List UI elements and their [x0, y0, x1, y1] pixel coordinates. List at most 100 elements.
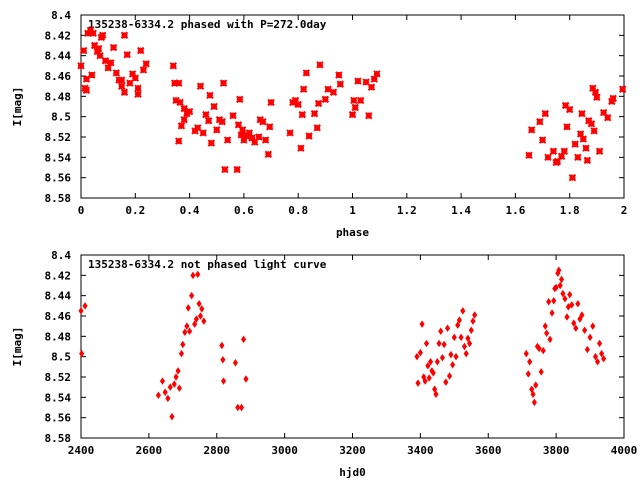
data-point [316, 61, 324, 69]
y-tick-label: 8.54 [45, 391, 72, 404]
x-tick-label: 0.2 [125, 204, 145, 217]
y-tick-label: 8.5 [51, 111, 71, 124]
x-tick-label: 3800 [543, 444, 570, 457]
data-point [542, 322, 548, 330]
data-point [587, 120, 596, 128]
phased-light-curve-panel: 0 0.2 0.4 0.6 0.8 1 1.2 1.4 1.6 1.8 2 8.4 8.42 8.44 8.… [11, 9, 627, 239]
data-point [544, 153, 552, 162]
data-point [579, 135, 587, 143]
data-point [458, 333, 464, 342]
data-point [560, 147, 568, 155]
data-point [465, 334, 471, 343]
data-point [569, 301, 575, 309]
data-point [294, 100, 302, 109]
data-point [446, 372, 453, 380]
y-axis-label: I[mag] [11, 327, 24, 367]
data-point [468, 326, 474, 334]
data-point [233, 165, 241, 174]
data-point [427, 358, 434, 366]
data-point [609, 94, 617, 103]
data-point [367, 83, 376, 91]
data-point [590, 322, 596, 330]
data-point [584, 345, 590, 354]
data-point [436, 339, 442, 348]
data-point [453, 352, 459, 361]
data-point [530, 390, 536, 399]
x-tick-label: 1.8 [560, 204, 580, 217]
x-tick-label: 0.8 [288, 204, 308, 217]
data-point [259, 118, 267, 126]
data-point [167, 383, 173, 391]
data-point [169, 412, 175, 421]
x-tick-label: 1 [349, 204, 356, 217]
y-tick-label: 8.56 [45, 172, 72, 185]
y-tick-label: 8.58 [45, 192, 72, 205]
data-point [448, 350, 454, 359]
data-point [604, 113, 612, 122]
data-point [582, 144, 590, 152]
data-point [93, 47, 101, 56]
x-tick-label: 3000 [271, 444, 298, 457]
data-point [571, 319, 577, 327]
data-point [553, 283, 559, 292]
data-point [577, 315, 583, 323]
data-point [190, 271, 196, 280]
data-point [229, 111, 237, 120]
y-tick-label: 8.42 [45, 29, 72, 42]
data-point [529, 385, 535, 393]
data-point [82, 86, 91, 94]
data-point [525, 151, 533, 160]
data-point [324, 85, 332, 93]
data-point [173, 373, 179, 381]
data-point [455, 321, 461, 329]
data-point [194, 124, 202, 132]
data-point [299, 85, 308, 93]
data-point [180, 116, 188, 124]
x-tick-label: 4000 [611, 444, 638, 457]
y-tick-label: 8.52 [45, 131, 72, 144]
data-point [443, 378, 449, 386]
data-point [180, 104, 188, 113]
data-point [556, 266, 562, 274]
data-point [433, 390, 439, 399]
data-point [575, 300, 581, 308]
data-point [175, 137, 183, 145]
x-axis-label: phase [336, 226, 369, 239]
data-point [243, 375, 249, 383]
data-point [573, 324, 579, 332]
data-point [592, 352, 599, 361]
data-point [220, 377, 227, 385]
data-point [461, 342, 468, 351]
data-point [187, 327, 193, 335]
data-point [89, 29, 97, 38]
data-point [540, 346, 546, 355]
data-point [351, 103, 359, 112]
data-point [165, 394, 171, 403]
data-point [601, 354, 607, 363]
data-point [90, 41, 99, 50]
data-point [414, 352, 420, 361]
plot-frame [80, 14, 625, 199]
data-point [196, 82, 205, 90]
data-point [112, 69, 121, 77]
data-point [578, 109, 586, 118]
data-point [235, 403, 241, 412]
x-tick-label: 2400 [68, 444, 95, 457]
data-point [549, 309, 555, 317]
data-point [82, 75, 91, 83]
data-point [350, 96, 358, 105]
data-point [419, 320, 425, 328]
data-point [557, 152, 566, 161]
data-point [541, 109, 549, 118]
data-point [595, 147, 604, 155]
data-point [134, 90, 142, 99]
unphased-light-curve-panel: 2400 2600 2800 3000 3200 3400 3600 3800 40008.48… [11, 249, 637, 479]
data-point [201, 317, 207, 325]
data-point [207, 139, 216, 147]
data-point [107, 59, 115, 67]
data-point [329, 88, 338, 96]
data-point [536, 118, 544, 126]
y-tick-label: 8.46 [45, 70, 72, 83]
x-tick-label: 1.6 [505, 204, 525, 217]
